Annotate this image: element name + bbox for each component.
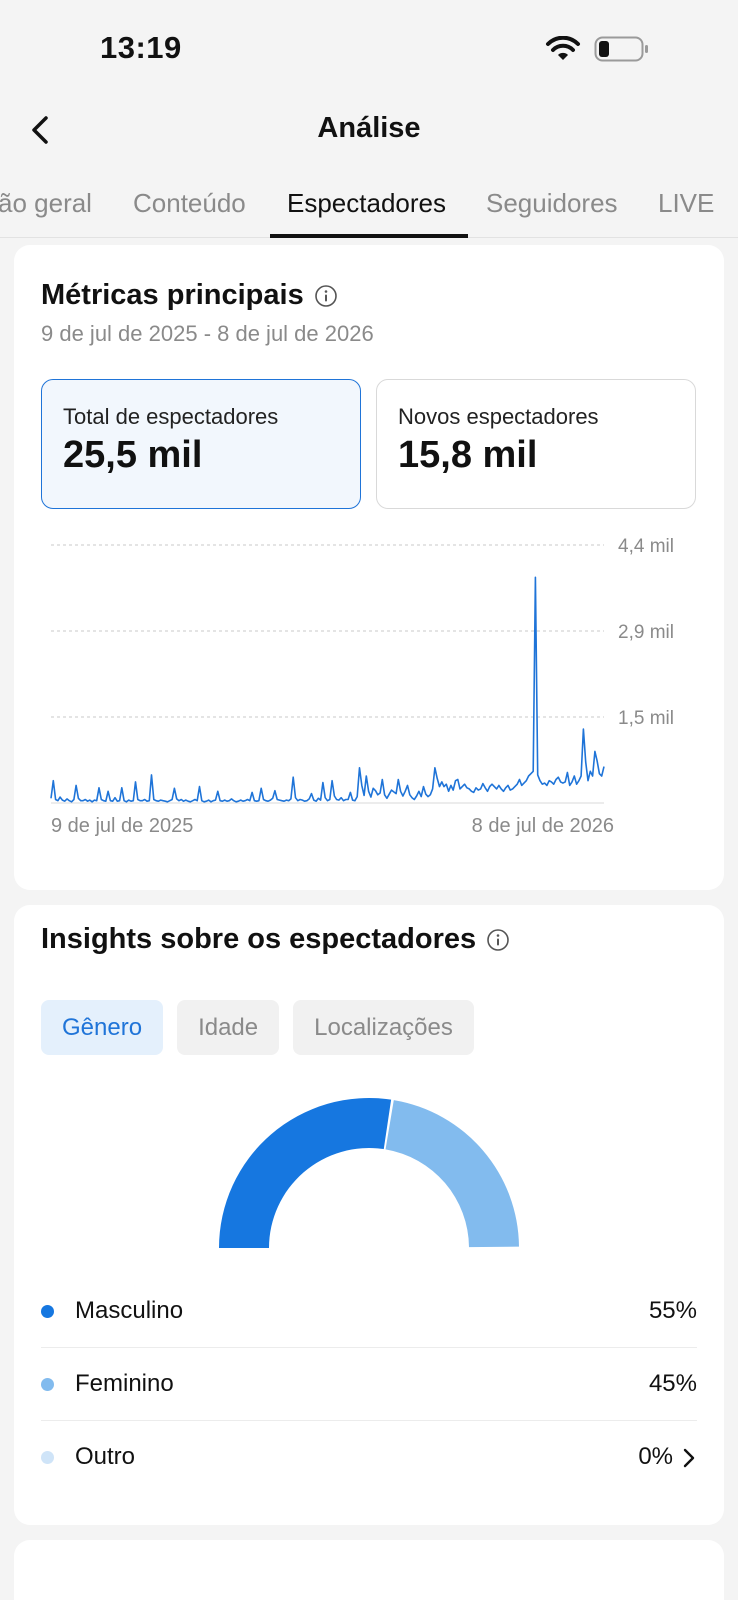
filter-age[interactable]: Idade bbox=[177, 1000, 280, 1055]
status-bar: 13:19 bbox=[0, 0, 738, 100]
total-viewers-label: Total de espectadores bbox=[63, 404, 279, 429]
legend-row-male: Masculino 55% bbox=[41, 1275, 697, 1348]
legend-label-female: Feminino bbox=[75, 1370, 174, 1397]
insight-filter-group: Gênero Idade Localizações bbox=[41, 1000, 474, 1055]
viewers-series-line bbox=[50, 576, 605, 803]
new-viewers-box[interactable]: Novos espectadores 15,8 mil bbox=[376, 379, 696, 509]
y-tick-label: 4,4 mil bbox=[618, 536, 674, 557]
legend-dot-male bbox=[41, 1305, 54, 1318]
donut-slice-masculino bbox=[219, 1098, 392, 1248]
insights-title-row: Insights sobre os espectadores bbox=[41, 923, 510, 956]
legend-dot-other bbox=[41, 1451, 54, 1464]
tab-followers[interactable]: Seguidores bbox=[486, 188, 618, 218]
tab-live[interactable]: LIVE bbox=[658, 188, 715, 218]
next-card bbox=[14, 1540, 724, 1600]
x-axis-start-label: 9 de jul de 2025 bbox=[51, 815, 193, 837]
gender-donut-chart bbox=[219, 1098, 519, 1248]
key-metrics-title: Métricas principais bbox=[41, 279, 304, 311]
legend-row-other[interactable]: Outro 0% bbox=[41, 1421, 697, 1494]
battery-icon bbox=[594, 36, 648, 62]
filter-locations[interactable]: Localizações bbox=[293, 1000, 474, 1055]
gender-legend: Masculino 55% Feminino 45% Outro 0% bbox=[41, 1275, 697, 1494]
y-tick-label: 2,9 mil bbox=[618, 622, 674, 643]
new-viewers-value: 15,8 mil bbox=[398, 434, 538, 476]
tab-content[interactable]: Conteúdo bbox=[133, 188, 246, 218]
page-title: Análise bbox=[317, 112, 421, 144]
status-time: 13:19 bbox=[100, 30, 182, 65]
nav-header: Análise bbox=[0, 100, 738, 180]
chevron-right-icon[interactable] bbox=[681, 1447, 697, 1469]
new-viewers-label: Novos espectadores bbox=[398, 404, 599, 429]
total-viewers-value: 25,5 mil bbox=[63, 434, 203, 476]
legend-value-female: 45% bbox=[648, 1370, 697, 1397]
viewer-insights-card: Insights sobre os espectadores Gênero Id… bbox=[14, 905, 724, 1525]
tab-viewers[interactable]: Espectadores bbox=[287, 188, 446, 218]
legend-label-other: Outro bbox=[75, 1443, 136, 1470]
legend-dot-female bbox=[41, 1378, 54, 1391]
total-viewers-box[interactable]: Total de espectadores 25,5 mil bbox=[41, 379, 361, 509]
y-tick-label: 1,5 mil bbox=[618, 708, 674, 729]
legend-value-male: 55% bbox=[648, 1297, 697, 1324]
viewers-line-chart: 4,4 mil 2,9 mil 1,5 mil 9 de jul de 2025… bbox=[50, 536, 674, 837]
tab-overview[interactable]: ão geral bbox=[0, 188, 92, 218]
legend-value-other: 0% bbox=[638, 1443, 673, 1470]
key-metrics-title-row: Métricas principais bbox=[41, 279, 338, 312]
tab-bar: ão geral Conteúdo Espectadores Seguidore… bbox=[0, 180, 738, 238]
x-axis-end-label: 8 de jul de 2026 bbox=[472, 815, 614, 837]
back-arrow-icon[interactable] bbox=[22, 112, 58, 148]
insights-title: Insights sobre os espectadores bbox=[41, 923, 477, 955]
wifi-icon bbox=[546, 36, 580, 60]
date-range: 9 de jul de 2025 - 8 de jul de 2026 bbox=[41, 321, 374, 346]
donut-slice-feminino bbox=[385, 1100, 519, 1248]
filter-gender[interactable]: Gênero bbox=[41, 1000, 164, 1055]
legend-label-male: Masculino bbox=[75, 1297, 184, 1324]
key-metrics-card: Métricas principais 9 de jul de 2025 - 8… bbox=[14, 245, 724, 890]
active-tab-indicator bbox=[270, 234, 468, 238]
info-icon[interactable] bbox=[314, 284, 338, 308]
legend-row-female: Feminino 45% bbox=[41, 1348, 697, 1421]
info-icon[interactable] bbox=[486, 928, 510, 952]
